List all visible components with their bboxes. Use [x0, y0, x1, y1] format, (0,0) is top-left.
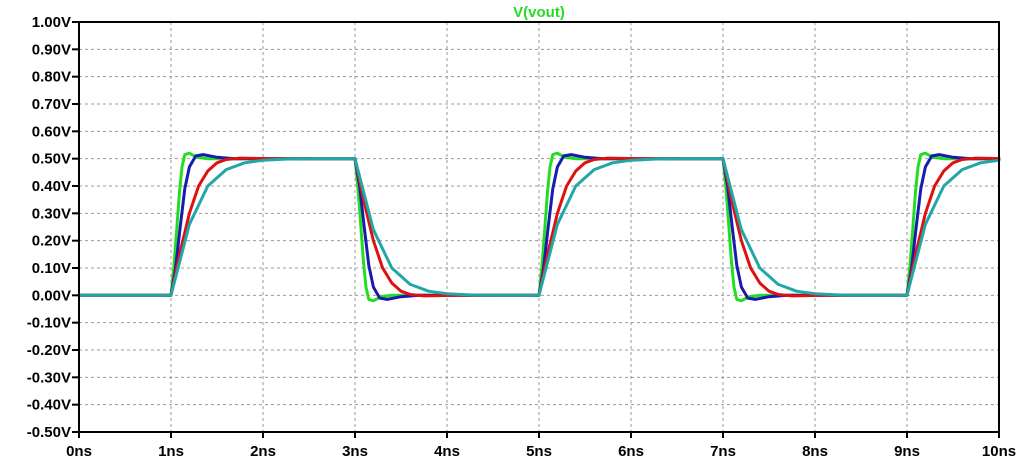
y-tick-label: -0.10V [27, 315, 71, 332]
y-tick-label: -0.40V [27, 397, 71, 414]
y-tick-label: 0.20V [32, 233, 71, 250]
y-tick-label: 0.10V [32, 260, 71, 277]
x-tick-label: 6ns [618, 443, 644, 460]
y-tick-label: 0.30V [32, 205, 71, 222]
y-tick-label: 0.70V [32, 96, 71, 113]
y-tick-label: 0.40V [32, 178, 71, 195]
x-tick-label: 7ns [710, 443, 736, 460]
x-tick-label: 3ns [342, 443, 368, 460]
series-line-4 [77, 157, 1001, 297]
y-tick-label: 0.50V [32, 151, 71, 168]
axes [72, 21, 1000, 438]
y-tick-label: 1.00V [32, 14, 71, 31]
chart-title: V(vout) [513, 4, 565, 21]
tick-labels: 0ns 1ns 2ns 3ns 4ns 5ns 6ns 7ns 8ns 9ns 10ns 1.00V 0… [27, 14, 1016, 460]
x-tick-label: 2ns [250, 443, 276, 460]
x-tick-label: 9ns [894, 443, 920, 460]
y-tick-label: 0.60V [32, 123, 71, 140]
x-tick-label: 10ns [982, 443, 1016, 460]
series-line-2 [77, 153, 1001, 301]
y-tick-label: -0.30V [27, 369, 71, 386]
series-group [77, 151, 1001, 303]
grid [79, 22, 999, 432]
plot-frame [78, 21, 1000, 433]
y-tick-label: -0.50V [27, 424, 71, 441]
x-tick-label: 0ns [66, 443, 92, 460]
y-tick-label: -0.20V [27, 342, 71, 359]
x-tick-label: 5ns [526, 443, 552, 460]
y-tick-label: 0.00V [32, 287, 71, 304]
x-tick-label: 8ns [802, 443, 828, 460]
y-tick-label: 0.90V [32, 41, 71, 58]
x-tick-label: 4ns [434, 443, 460, 460]
x-tick-label: 1ns [158, 443, 184, 460]
y-tick-label: 0.80V [32, 69, 71, 86]
